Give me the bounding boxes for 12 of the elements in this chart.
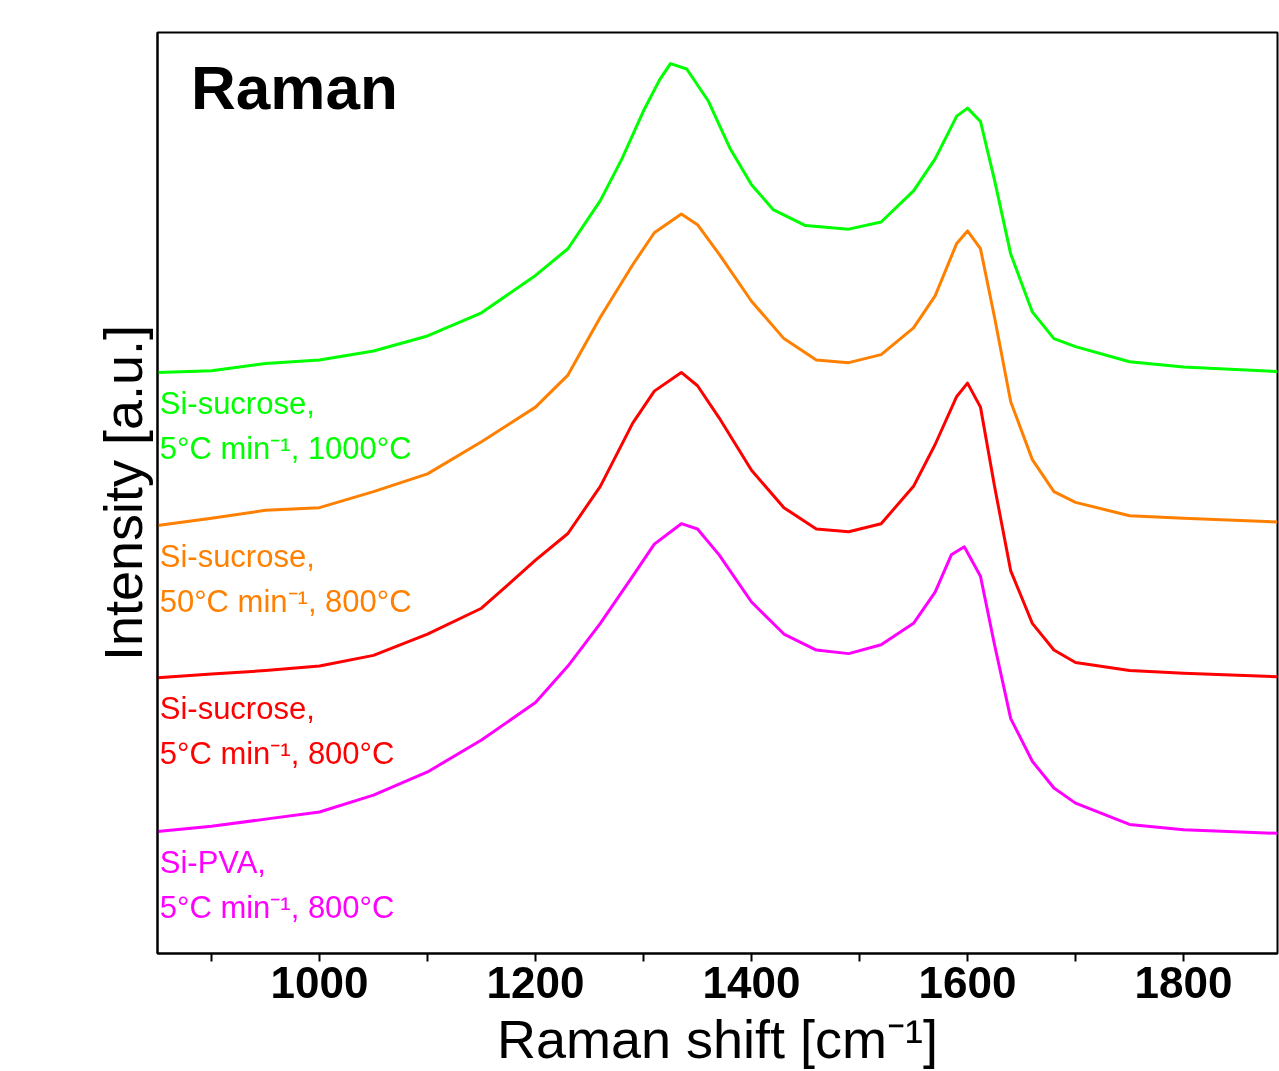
- x-axis-title: Raman shift [cm⁻¹]: [496, 1008, 939, 1069]
- series-label: Si-sucrose, 5°C min⁻¹, 1000°C: [159, 385, 412, 467]
- x-tick-label: 1200: [486, 957, 585, 1007]
- x-tick-label: 1600: [918, 957, 1017, 1007]
- x-tick-label: 1000: [270, 957, 369, 1007]
- series-label: Si-sucrose, 5°C min⁻¹, 800°C: [159, 690, 395, 772]
- series-label: Si-PVA, 5°C min⁻¹, 800°C: [159, 844, 395, 926]
- x-tick-label: 1400: [702, 957, 801, 1007]
- series-label: Si-sucrose, 50°C min⁻¹, 800°C: [159, 538, 412, 620]
- y-axis-title: Intensity [a.u.]: [92, 324, 153, 662]
- chart-title: Raman: [191, 52, 398, 122]
- x-tick-label: 1800: [1134, 957, 1233, 1007]
